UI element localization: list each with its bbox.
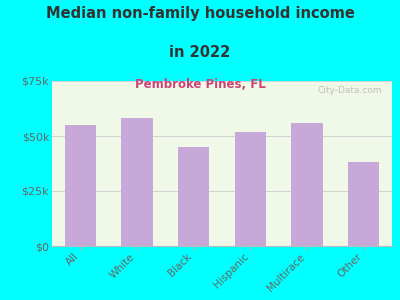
Text: City-Data.com: City-Data.com bbox=[317, 86, 382, 95]
Text: Pembroke Pines, FL: Pembroke Pines, FL bbox=[135, 78, 265, 91]
Bar bbox=[235, 132, 266, 246]
Bar bbox=[292, 123, 322, 246]
Bar bbox=[122, 118, 152, 246]
Bar bbox=[65, 125, 96, 246]
Bar bbox=[348, 162, 379, 246]
Bar bbox=[178, 147, 209, 246]
Text: Median non-family household income: Median non-family household income bbox=[46, 6, 354, 21]
Text: in 2022: in 2022 bbox=[169, 45, 231, 60]
